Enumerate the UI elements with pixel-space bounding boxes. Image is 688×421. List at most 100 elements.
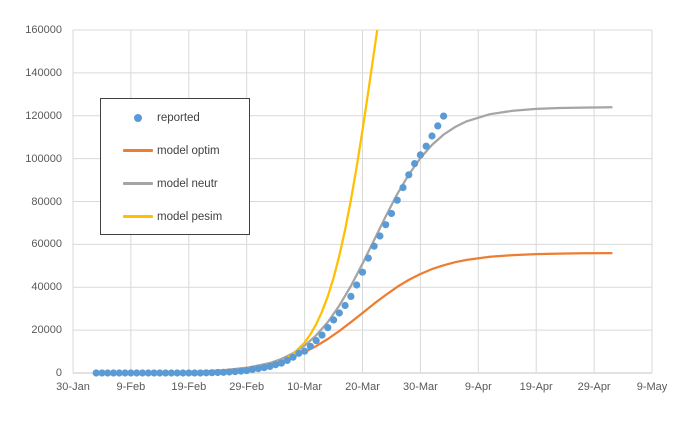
reported-point [364,254,372,262]
reported-point [191,369,199,377]
reported-point [104,369,112,377]
reported-point [260,364,268,372]
legend-label-model-pesim: model pesim [157,210,223,223]
reported-point [387,209,396,218]
x-tick-label: 19-Feb [171,381,207,393]
reported-point [185,369,193,377]
reported-point [341,301,349,310]
reported-point [434,122,442,130]
reported-point [295,349,303,357]
reported-point [382,221,390,229]
reported-marker [123,113,153,122]
y-tick-label: 80000 [31,195,62,208]
y-tick-label: 140000 [25,66,62,79]
y-tick-label: 60000 [31,238,62,251]
reported-point [428,132,436,140]
reported-point [150,369,158,377]
reported-point [179,369,187,377]
reported-point [196,369,204,377]
reported-point [138,369,147,377]
x-tick-label: 29-Apr [577,381,611,393]
reported-point [393,196,401,204]
reported-point [167,369,175,377]
reported-point [335,309,343,317]
y-tick-label: 120000 [25,109,62,122]
reported-point [416,151,424,159]
reported-point [109,369,118,377]
reported-point [306,342,314,350]
reported-point [144,369,152,377]
reported-point [330,316,338,324]
legend[interactable]: reported model optim model neutr model p… [100,98,250,235]
reported-point [121,369,129,377]
reported-point [115,369,123,377]
reported-point [214,368,222,377]
y-tick-label: 40000 [31,281,62,294]
reported-point [248,365,257,373]
legend-item-model-optim[interactable]: model optim [101,134,249,167]
reported-point [92,369,100,377]
x-tick-label: 30-Jan [56,381,90,393]
reported-point [208,369,216,377]
reported-point [277,359,285,367]
reported-point [347,292,355,300]
reported-point [370,242,378,250]
x-tick-label: 9-Feb [116,381,146,393]
reported-point [127,369,135,377]
model-pesim-marker [123,215,153,218]
reported-point [376,232,384,240]
reported-point [173,369,181,377]
reported-point [358,268,367,276]
legend-item-model-neutr[interactable]: model neutr [101,167,249,200]
model-optim-line [95,251,613,375]
legend-item-model-pesim[interactable]: model pesim [101,200,249,233]
reported-point [219,368,228,376]
reported-point [162,369,170,377]
x-tick-label: 20-Mar [345,381,380,393]
y-tick-label: 160000 [25,24,62,36]
reported-point [133,369,141,377]
x-tick-label: 29-Feb [229,381,265,393]
reported-point [98,369,106,377]
x-tick-label: 9-May [636,381,668,393]
reported-point [399,184,407,192]
reported-point [272,361,280,369]
reported-dot-icon [134,113,142,122]
reported-point [301,347,309,355]
x-tick-label: 9-Apr [464,381,492,393]
reported-point [405,171,413,179]
reported-point [225,368,233,376]
reported-point [324,324,332,332]
y-tick-label: 20000 [31,324,62,337]
reported-point [237,367,245,375]
x-tick-label: 10-Mar [287,381,323,393]
x-tick-label: 30-Mar [402,381,438,393]
x-tick-label: 19-Apr [519,381,553,393]
reported-point [422,142,430,150]
legend-item-reported[interactable]: reported [101,101,249,134]
reported-point [312,337,320,345]
model-neutr-line-icon [123,182,153,185]
model-optim-marker [123,149,153,152]
reported-point [156,369,164,377]
reported-point [243,367,251,375]
reported-point [440,112,448,120]
reported-point [353,281,361,289]
reported-point [254,365,262,373]
reported-point [266,362,274,370]
legend-label-reported: reported [157,111,200,124]
reported-point [231,368,239,376]
reported-point [318,331,326,339]
model-pesim-line-icon [123,215,153,218]
y-tick-label: 100000 [25,152,62,165]
reported-point [202,369,210,377]
y-tick-label: 0 [55,367,62,379]
reported-point [289,353,297,361]
model-optim-line-icon [123,149,153,152]
legend-label-model-neutr: model neutr [157,177,218,190]
reported-point [283,356,291,364]
model-neutr-marker [123,182,153,185]
reported-point [411,160,419,168]
legend-label-model-optim: model optim [157,144,220,157]
